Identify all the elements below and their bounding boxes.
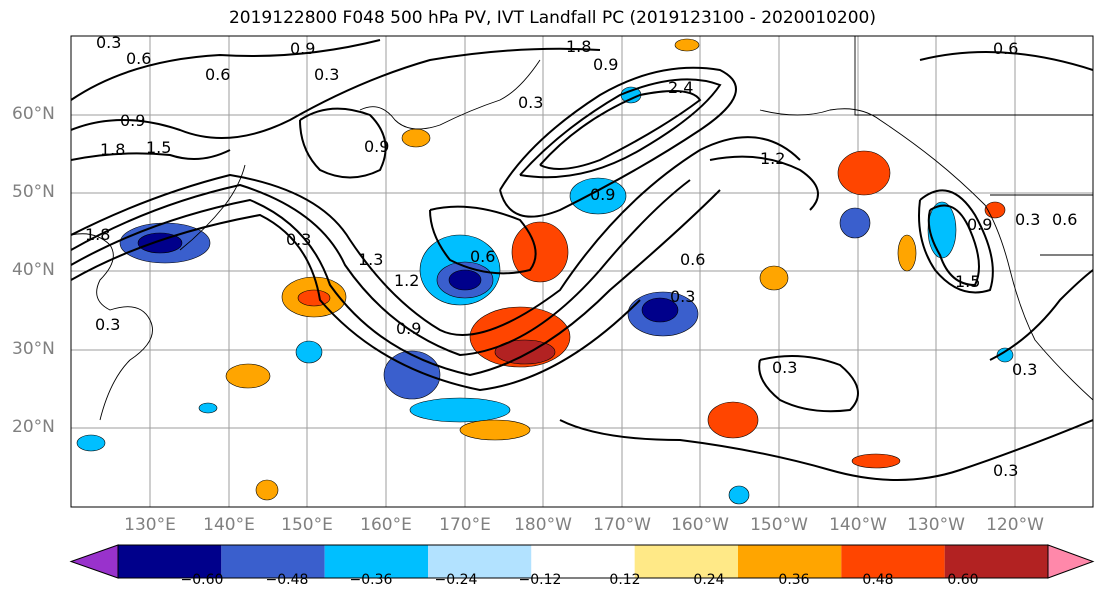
- contour-label: 1.5: [146, 138, 171, 157]
- contour-label: 0.9: [590, 185, 615, 204]
- lon-label: 180°W: [514, 515, 572, 535]
- contour-label: 0.6: [680, 250, 705, 269]
- colorbar-tick: 0.48: [862, 572, 894, 588]
- colorbar-tick: −0.24: [434, 572, 478, 588]
- contour-label: 1.2: [760, 149, 785, 168]
- contour-label: 0.6: [470, 247, 495, 266]
- lon-label: 170°E: [439, 515, 491, 535]
- coastlines: [71, 36, 1093, 421]
- contour-label: 0.9: [967, 215, 992, 234]
- contour-label: 1.5: [955, 272, 980, 291]
- lon-label: 140°E: [203, 515, 255, 535]
- lon-label: 170°W: [593, 515, 651, 535]
- map-frame: [70, 35, 1094, 508]
- contour-label: 2.4: [668, 78, 693, 97]
- contour-label: 1.8: [85, 225, 110, 244]
- contour-label: 0.9: [593, 55, 618, 74]
- contour-label: 0.6: [1052, 210, 1077, 229]
- lat-label: 60°N: [12, 104, 55, 124]
- colorbar-bin: [428, 545, 532, 578]
- lon-label: 120°W: [986, 515, 1044, 535]
- colorbar-tick: −0.36: [349, 572, 393, 588]
- contour-label: 0.3: [314, 65, 339, 84]
- contour-label: 0.3: [993, 461, 1018, 480]
- colorbar-bin: [944, 545, 1048, 578]
- contour-label: 0.6: [205, 65, 230, 84]
- colorbar-tick: −0.48: [265, 572, 309, 588]
- colorbar-extend-high: [1047, 544, 1095, 579]
- lon-label: 130°W: [907, 515, 965, 535]
- colorbar-extend-low: [69, 544, 119, 579]
- colorbar-tick: 0.36: [778, 572, 810, 588]
- contour-label: 1.2: [394, 271, 419, 290]
- contour-label: 1.8: [100, 140, 125, 159]
- contour-label: 0.3: [518, 93, 543, 112]
- lon-label: 150°W: [750, 515, 808, 535]
- contour-label: 0.9: [396, 319, 421, 338]
- lat-label: 30°N: [12, 339, 55, 359]
- colorbar: [69, 544, 1095, 579]
- lon-label: 160°W: [671, 515, 729, 535]
- contour-label: 0.3: [96, 33, 121, 52]
- pos-anomaly-180: [511, 221, 569, 283]
- colorbar-bin: [634, 545, 738, 578]
- colorbar-bin: [118, 545, 222, 578]
- contour-label: 0.3: [772, 358, 797, 377]
- map-title: 2019122800 F048 500 hPa PV, IVT Landfall…: [228, 8, 876, 28]
- lat-label: 40°N: [12, 260, 55, 280]
- colorbar-tick: 0.60: [947, 572, 979, 588]
- contour-label: 0.3: [286, 230, 311, 249]
- contour-label: 0.3: [1015, 210, 1040, 229]
- contour-label: 0.3: [670, 287, 695, 306]
- colorbar-frame: [117, 544, 1049, 579]
- colorbar-bin: [738, 545, 842, 578]
- colorbar-bin: [324, 545, 428, 578]
- contour-label: 0.9: [290, 39, 315, 58]
- colorbar-bin: [221, 545, 325, 578]
- colorbar-tick: 0.12: [609, 572, 641, 588]
- lon-label: 160°E: [360, 515, 412, 535]
- contour-label: 0.6: [993, 39, 1018, 58]
- contour-label: 0.6: [126, 49, 151, 68]
- lat-label: 20°N: [12, 417, 55, 437]
- contour-label: 0.3: [1012, 360, 1037, 379]
- contour-labels: 0.3 0.6 0.9 0.6 0.3 0.9 1.8 1.5 0.9 0.3 …: [85, 33, 1077, 480]
- lon-label: 130°E: [124, 515, 176, 535]
- pv-contours: [71, 39, 1093, 481]
- contour-label: 0.9: [364, 137, 389, 156]
- lon-label: 150°E: [281, 515, 333, 535]
- contour-label: 0.3: [95, 315, 120, 334]
- lon-label: 140°W: [829, 515, 887, 535]
- colorbar-tick: −0.60: [180, 572, 224, 588]
- colorbar-bin: [841, 545, 945, 578]
- colorbar-tick: 0.24: [693, 572, 725, 588]
- contour-label: 0.9: [120, 111, 145, 130]
- lat-label: 50°N: [12, 182, 55, 202]
- colorbar-bin: [531, 545, 635, 578]
- colorbar-tick: −0.12: [518, 572, 562, 588]
- contour-label: 1.3: [358, 250, 383, 269]
- contour-label: 1.8: [566, 37, 591, 56]
